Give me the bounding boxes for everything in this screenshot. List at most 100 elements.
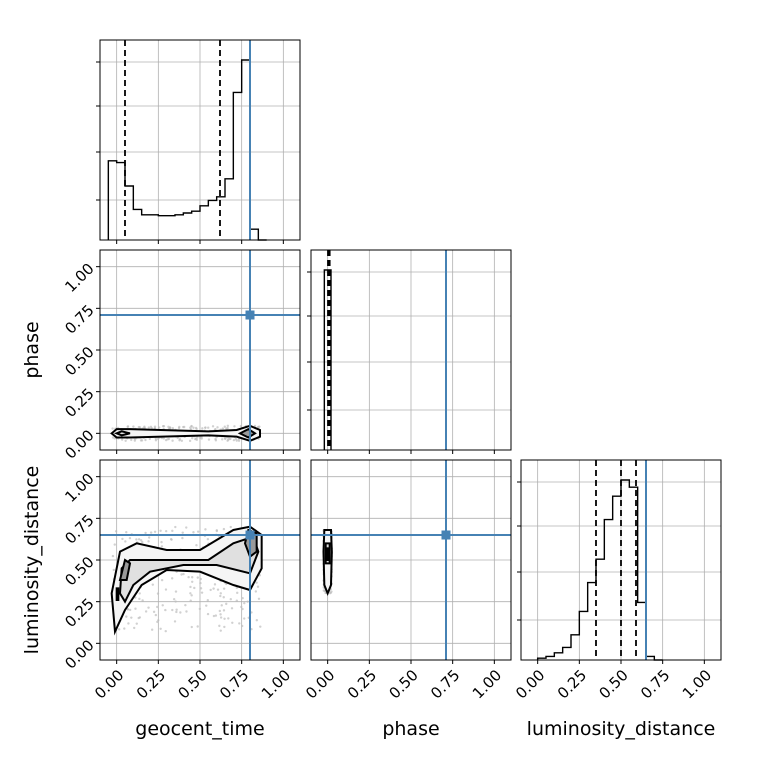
sample-point xyxy=(132,626,136,630)
sample-point xyxy=(220,604,223,607)
sample-point xyxy=(233,425,236,428)
sample-point xyxy=(215,529,218,532)
sample-point xyxy=(125,615,128,618)
sample-point xyxy=(123,627,126,630)
sample-point xyxy=(179,611,182,614)
x-tick-label: 0.75 xyxy=(216,666,252,702)
sample-point xyxy=(174,600,177,603)
contour-level-1 xyxy=(113,430,131,437)
sample-point xyxy=(212,614,216,618)
x-tick-label: 0.00 xyxy=(302,666,338,702)
panel-0-0 xyxy=(96,39,301,244)
sample-point xyxy=(222,527,226,531)
sample-point xyxy=(180,439,184,443)
sample-point xyxy=(218,624,221,628)
sample-point xyxy=(239,424,243,428)
sample-point xyxy=(192,426,195,429)
sample-point xyxy=(188,439,192,443)
y-tick-label: 0.50 xyxy=(61,343,97,379)
sample-point xyxy=(162,425,166,428)
sample-point xyxy=(218,609,222,613)
sample-point xyxy=(329,591,332,594)
sample-point xyxy=(196,576,199,579)
sample-point xyxy=(199,587,203,590)
sample-point xyxy=(182,425,185,429)
panel-1-0 xyxy=(96,249,301,454)
sample-point xyxy=(195,427,198,431)
sample-point xyxy=(169,537,173,541)
sample-point xyxy=(200,591,204,594)
contour-level-3 xyxy=(115,587,120,601)
y-tick-label: 0.25 xyxy=(61,385,97,421)
sample-point xyxy=(243,617,246,620)
sample-point xyxy=(241,596,244,600)
sample-point xyxy=(150,628,154,631)
sample-point xyxy=(207,426,210,429)
sample-point xyxy=(143,425,146,428)
sample-point xyxy=(253,424,257,428)
x-tick-label: 0.25 xyxy=(554,666,590,702)
sample-point xyxy=(121,537,124,541)
sample-point xyxy=(111,436,115,439)
sample-point xyxy=(235,599,239,602)
x-tick-label: 0.00 xyxy=(91,666,127,702)
sample-point xyxy=(125,531,128,534)
sample-point xyxy=(126,425,130,428)
sample-point xyxy=(147,540,150,543)
y-tick-label: 0.25 xyxy=(61,595,97,631)
sample-point xyxy=(133,437,137,441)
sample-point xyxy=(178,438,182,441)
sample-point xyxy=(152,610,156,614)
sample-point xyxy=(156,605,159,609)
sample-point xyxy=(164,629,167,633)
sample-point xyxy=(172,598,176,601)
sample-point xyxy=(223,425,226,428)
sample-point xyxy=(174,590,178,593)
sample-point xyxy=(191,580,194,583)
x-tick-label: 0.25 xyxy=(133,666,169,702)
truth-marker xyxy=(441,530,451,540)
sample-point xyxy=(212,587,215,590)
sample-point xyxy=(141,599,144,602)
sample-point xyxy=(132,425,135,428)
sample-point xyxy=(175,610,178,614)
y-tick-label: 0.50 xyxy=(61,553,97,589)
sample-point xyxy=(257,597,261,600)
sample-point xyxy=(182,572,185,576)
x-tick-label: 1.00 xyxy=(469,666,505,702)
sample-point xyxy=(113,543,116,546)
sample-point xyxy=(185,610,188,613)
sample-point xyxy=(154,439,158,442)
panel-2-2 xyxy=(517,459,722,664)
sample-point xyxy=(159,529,162,532)
sample-point xyxy=(199,581,202,585)
sample-point xyxy=(170,577,174,580)
histogram-luminosity_distance xyxy=(536,479,663,661)
sample-point xyxy=(171,529,174,533)
sample-point xyxy=(117,628,121,631)
sample-point xyxy=(219,613,222,616)
sample-point xyxy=(219,629,222,632)
sample-point xyxy=(130,438,133,442)
panel-1-1 xyxy=(307,249,512,454)
sample-point xyxy=(171,427,175,430)
sample-point xyxy=(156,592,160,595)
sample-point xyxy=(255,581,258,584)
panel-frame xyxy=(310,249,512,451)
sample-point xyxy=(111,554,115,558)
sample-point xyxy=(223,437,227,440)
sample-point xyxy=(176,436,179,440)
sample-point xyxy=(219,616,223,619)
y-axis-label: phase xyxy=(21,321,43,378)
sample-point xyxy=(222,587,226,590)
sample-point xyxy=(246,600,249,603)
x-axis-label: geocent_time xyxy=(135,718,264,740)
sample-point xyxy=(167,437,171,441)
x-tick-label: 0.50 xyxy=(385,666,421,702)
sample-point xyxy=(232,438,236,442)
sample-point xyxy=(171,439,174,442)
sample-point xyxy=(223,617,226,620)
sample-point xyxy=(243,601,246,605)
sample-point xyxy=(222,609,226,612)
sample-point xyxy=(164,438,168,442)
